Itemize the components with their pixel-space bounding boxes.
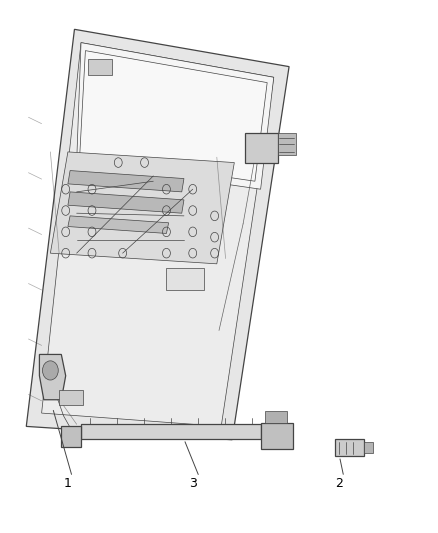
Polygon shape	[80, 51, 267, 181]
Polygon shape	[26, 29, 289, 440]
Bar	[335, 439, 364, 456]
Text: 2: 2	[336, 477, 343, 490]
Polygon shape	[68, 171, 184, 192]
Bar	[364, 442, 373, 453]
Polygon shape	[68, 216, 169, 233]
Bar	[88, 59, 112, 75]
Bar	[61, 426, 81, 447]
Bar	[261, 423, 293, 449]
Polygon shape	[39, 354, 66, 400]
Text: 3: 3	[189, 477, 197, 490]
Bar	[59, 390, 83, 405]
Text: 1: 1	[64, 477, 72, 490]
Polygon shape	[77, 43, 274, 189]
Bar	[81, 424, 261, 439]
Polygon shape	[68, 192, 184, 213]
Circle shape	[42, 361, 58, 380]
Bar	[278, 133, 296, 155]
Polygon shape	[42, 43, 274, 426]
Polygon shape	[50, 152, 234, 264]
Bar	[265, 411, 287, 423]
Bar	[166, 268, 204, 290]
FancyBboxPatch shape	[245, 133, 278, 163]
